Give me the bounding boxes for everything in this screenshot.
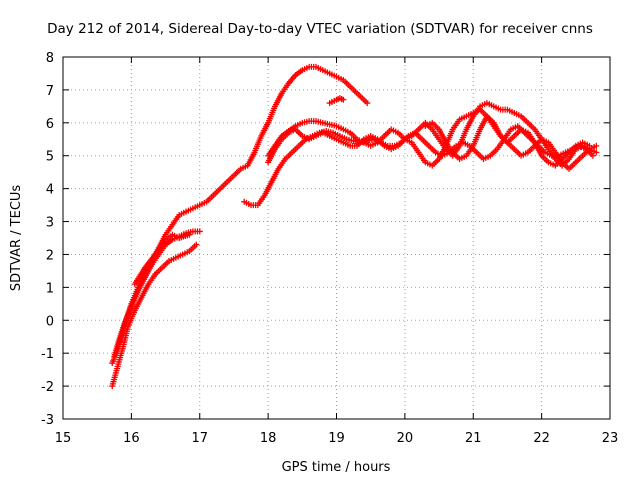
y-tick-label: 7 bbox=[46, 84, 54, 99]
x-tick-label: 21 bbox=[465, 431, 482, 446]
x-tick-label: 17 bbox=[191, 431, 208, 446]
x-tick-label: 15 bbox=[55, 431, 72, 446]
y-tick-label: 5 bbox=[46, 150, 54, 165]
y-tick-label: 1 bbox=[46, 281, 54, 296]
chart-title: Day 212 of 2014, Sidereal Day-to-day VTE… bbox=[47, 21, 593, 37]
y-tick-label: 8 bbox=[46, 51, 54, 66]
series-track-3 bbox=[109, 241, 200, 390]
x-tick-label: 19 bbox=[328, 431, 345, 446]
data-point bbox=[364, 100, 371, 107]
y-tick-label: 2 bbox=[46, 248, 54, 263]
data-point bbox=[193, 241, 200, 248]
x-tick-label: 23 bbox=[602, 431, 619, 446]
grid bbox=[63, 57, 610, 419]
series-track-4 bbox=[131, 231, 193, 288]
y-tick-label: 0 bbox=[46, 314, 54, 329]
y-tick-label: 3 bbox=[46, 216, 54, 231]
series-track-9 bbox=[422, 113, 593, 169]
data-points bbox=[109, 63, 600, 390]
series-track-5 bbox=[241, 123, 596, 209]
series-track-8 bbox=[326, 95, 347, 107]
series-track-7 bbox=[265, 100, 600, 169]
y-axis-label: SDTVAR / TECUs bbox=[9, 185, 24, 292]
y-tick-label: -2 bbox=[41, 380, 54, 395]
data-point bbox=[186, 231, 193, 238]
y-tick-label: 6 bbox=[46, 117, 54, 132]
x-tick-label: 20 bbox=[397, 431, 414, 446]
data-point bbox=[196, 228, 203, 235]
x-axis-label: GPS time / hours bbox=[282, 460, 391, 475]
data-point bbox=[593, 149, 600, 156]
x-tick-label: 16 bbox=[123, 431, 140, 446]
data-point bbox=[593, 142, 600, 149]
data-point bbox=[589, 152, 596, 159]
y-tick-label: -3 bbox=[41, 413, 54, 428]
y-tick-label: 4 bbox=[46, 183, 54, 198]
x-tick-label: 22 bbox=[533, 431, 550, 446]
y-tick-label: -1 bbox=[41, 347, 54, 362]
data-point bbox=[586, 142, 593, 149]
data-point bbox=[340, 96, 347, 103]
x-tick-label: 18 bbox=[260, 431, 277, 446]
